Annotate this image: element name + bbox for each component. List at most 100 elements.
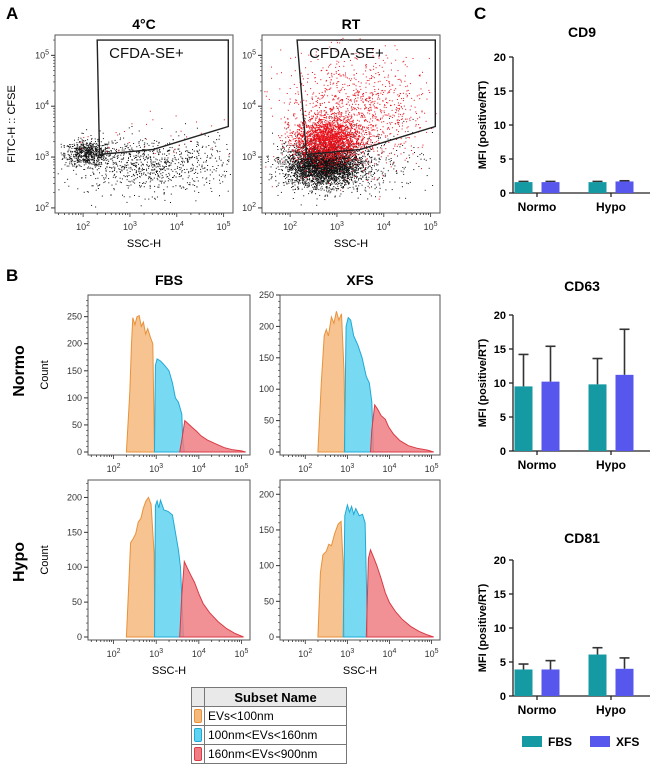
scatter-point [330, 164, 332, 166]
scatter-point [69, 156, 71, 158]
scatter-point [203, 161, 205, 163]
scatter-point [289, 160, 291, 161]
scatter-point [81, 177, 83, 179]
scatter-point [298, 183, 300, 185]
scatter-point [88, 157, 90, 159]
scatter-point [80, 148, 82, 150]
scatter-point [310, 161, 312, 162]
scatter-point [347, 177, 348, 179]
scatter-point [86, 149, 88, 151]
scatter-point [114, 173, 116, 175]
scatter-point [104, 151, 106, 153]
plot-frame [54, 34, 234, 214]
scatter-point [321, 158, 323, 160]
scatter-point [371, 168, 373, 170]
scatter-point [337, 162, 339, 164]
scatter-point [94, 156, 96, 158]
scatter-point [348, 182, 350, 184]
scatter-point [293, 172, 295, 174]
scatter-point [324, 160, 326, 162]
scatter-point [139, 156, 141, 158]
scatter-point [308, 140, 310, 142]
scatter-point [298, 172, 300, 174]
scatter-point [131, 169, 133, 171]
scatter-point [302, 169, 304, 171]
scatter-point [178, 174, 180, 175]
scatter-point [304, 158, 306, 160]
scatter-point [354, 162, 356, 164]
scatter-point [295, 135, 297, 137]
scatter-point [333, 171, 335, 173]
scatter-point [335, 153, 337, 155]
scatter-point [220, 176, 222, 178]
scatter-point [196, 177, 198, 178]
scatter-point [360, 157, 362, 159]
scatter-point [109, 171, 111, 173]
scatter-point [302, 160, 303, 162]
scatter-point [104, 159, 106, 161]
scatter-point [296, 170, 298, 172]
scatter-point [339, 170, 340, 172]
scatter-point [336, 178, 338, 180]
scatter-point [131, 149, 133, 151]
scatter-point [286, 159, 287, 161]
scatter-point [149, 173, 151, 175]
scatter-point [96, 160, 97, 162]
scatter-point [86, 160, 87, 161]
scatter-point [222, 162, 224, 164]
scatter-point [306, 186, 308, 188]
scatter-point [158, 152, 160, 154]
scatter-point [136, 171, 137, 173]
scatter-point [325, 178, 327, 180]
scatter-point [307, 171, 309, 172]
scatter-point [139, 184, 140, 186]
scatter-point [336, 167, 338, 169]
scatter-point [174, 157, 176, 158]
scatter-point [174, 158, 176, 160]
scatter-point [67, 145, 69, 147]
scatter-point [149, 185, 151, 187]
scatter-point [287, 156, 289, 158]
scatter-point [319, 163, 321, 164]
scatter-point [321, 175, 323, 176]
scatter-point [132, 174, 134, 176]
scatter-point [309, 156, 311, 158]
scatter-point [76, 149, 78, 150]
scatter-point [74, 164, 76, 166]
scatter-point [280, 169, 282, 171]
scatter-point [88, 154, 90, 156]
scatter-point [182, 165, 184, 167]
scatter-point [302, 164, 304, 166]
scatter-point [327, 187, 329, 189]
scatter-point [132, 163, 134, 164]
scatter-point [293, 182, 295, 184]
scatter-point [306, 155, 308, 156]
scatter-point [304, 145, 306, 147]
scatter-point [190, 170, 192, 172]
scatter-point [144, 142, 146, 144]
scatter-point [122, 147, 124, 149]
scatter-point [322, 158, 324, 160]
scatter-point [187, 150, 189, 152]
scatter-point [344, 152, 346, 154]
scatter-point [91, 154, 93, 156]
scatter-point [87, 150, 89, 152]
scatter-point [323, 160, 325, 162]
scatter-point [158, 150, 160, 152]
scatter-point [345, 131, 347, 133]
scatter-point [282, 163, 284, 165]
scatter-point [183, 187, 185, 189]
scatter-point [310, 156, 312, 157]
scatter-point [309, 173, 311, 175]
scatter-point [342, 172, 344, 174]
scatter-point [320, 165, 322, 167]
scatter-point [79, 160, 81, 162]
scatter-point [346, 157, 348, 159]
scatter-point [68, 185, 70, 187]
y-tick-label: 105 [35, 49, 49, 60]
scatter-point [369, 170, 371, 172]
scatter-point [327, 165, 329, 167]
scatter-point [370, 167, 372, 169]
scatter-point [312, 164, 313, 166]
scatter-point [130, 162, 132, 164]
